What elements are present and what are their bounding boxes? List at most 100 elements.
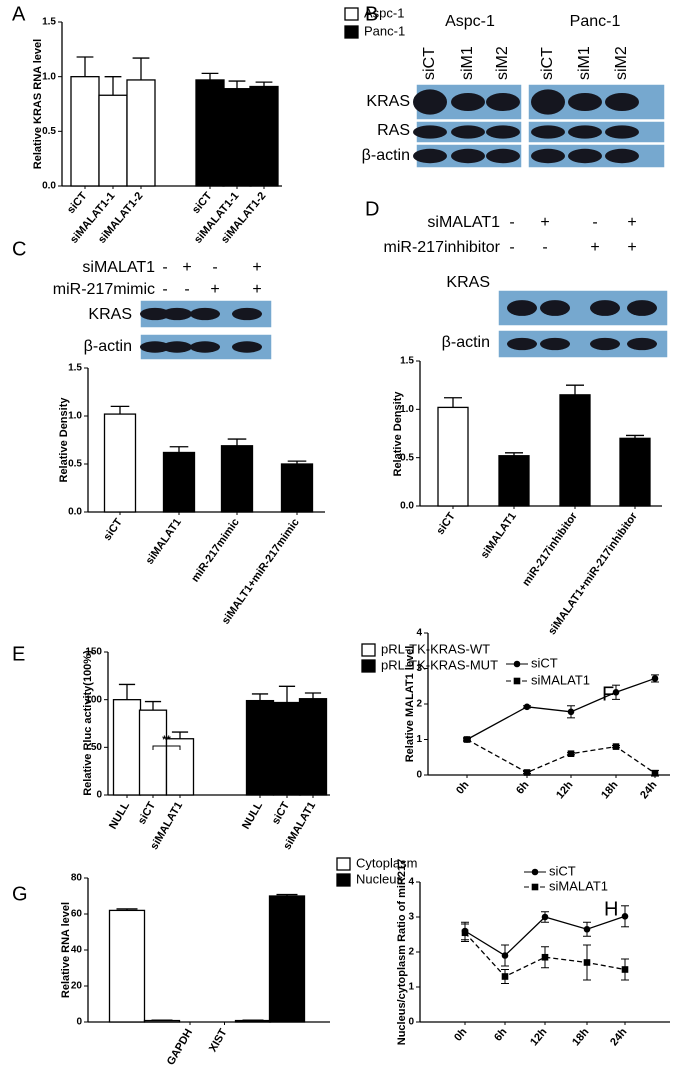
- y-tick-label: 150: [85, 647, 102, 658]
- panel-letter: E: [12, 643, 25, 665]
- y-tick-label: 4: [416, 628, 422, 639]
- band: [531, 125, 565, 139]
- y-axis-label: Relative Density: [392, 391, 404, 477]
- y-tick-label: 0.5: [68, 459, 82, 470]
- condition-label: siMALAT1: [82, 259, 155, 276]
- panel-letter: C: [12, 238, 26, 260]
- y-axis-label: Relative Rluc activity(100%): [82, 650, 94, 796]
- lane-label: siM1: [459, 46, 476, 80]
- x-tick-label: siMALAT1: [144, 517, 184, 567]
- x-tick-label: siMALAT1: [479, 511, 519, 561]
- legend-label: pRL-TK-KRAS-MUT: [381, 657, 498, 672]
- band: [507, 300, 537, 316]
- condition-label: miR-217mimic: [53, 281, 155, 298]
- y-tick-label: 0.5: [42, 126, 56, 137]
- marker: [463, 736, 471, 743]
- band: [486, 93, 520, 111]
- condition-label: miR-217inhibitor: [384, 239, 501, 256]
- x-tick-label: siCT: [270, 800, 292, 827]
- band: [540, 337, 570, 351]
- marker: [523, 703, 531, 711]
- lane-label: siM2: [494, 46, 511, 80]
- y-tick-label: 0.0: [400, 501, 414, 512]
- y-tick-label: 20: [71, 981, 83, 992]
- marker: [621, 913, 629, 920]
- y-tick-label: 50: [91, 742, 103, 753]
- y-tick-label: 80: [71, 873, 83, 884]
- legend-label: Cytoplasm: [356, 855, 417, 870]
- band: [605, 93, 639, 111]
- marker: [612, 688, 620, 696]
- y-tick-label: 1.5: [400, 356, 414, 367]
- lane-label: siCT: [421, 47, 438, 80]
- y-axis-label: Relative KRAS RNA level: [32, 39, 44, 169]
- y-axis-label: Relative RNA level: [60, 902, 72, 998]
- x-tick-label: NULL: [240, 800, 265, 832]
- band: [451, 125, 485, 139]
- bar: [162, 451, 196, 513]
- band: [232, 341, 262, 353]
- x-tick-label: 12h: [554, 779, 576, 801]
- legend-swatch: [344, 7, 359, 21]
- y-tick-label: 60: [71, 909, 83, 920]
- lane-label: siM1: [576, 46, 593, 80]
- band: [627, 300, 657, 316]
- legend-swatch: [336, 857, 351, 871]
- condition-sign: +: [590, 239, 599, 256]
- band: [590, 337, 620, 351]
- band: [590, 300, 620, 316]
- y-tick-label: 1.0: [68, 411, 82, 422]
- y-tick-label: 0.0: [68, 507, 82, 518]
- bar: [234, 1019, 272, 1023]
- condition-sign: +: [182, 259, 191, 276]
- y-tick-label: 1.5: [42, 17, 56, 28]
- row-label: KRAS: [446, 274, 490, 291]
- band: [627, 337, 657, 351]
- y-tick-label: 0: [408, 1017, 414, 1028]
- band: [140, 307, 170, 321]
- band: [486, 148, 520, 164]
- marker: [513, 660, 521, 668]
- lane-label: siM2: [613, 46, 630, 80]
- condition-sign: -: [162, 259, 167, 276]
- y-tick-label: 1: [416, 734, 422, 745]
- group-label: Aspc-1: [445, 13, 495, 30]
- panel-letter: G: [12, 883, 28, 905]
- row-label: KRAS: [88, 306, 132, 323]
- band: [413, 125, 447, 139]
- row-label: β-actin: [362, 147, 410, 164]
- x-tick-label: siCT: [65, 190, 90, 216]
- bar: [619, 437, 651, 507]
- condition-sign: -: [509, 239, 514, 256]
- band: [568, 93, 602, 111]
- bar: [220, 445, 254, 513]
- bar: [280, 463, 314, 513]
- row-label: KRAS: [366, 93, 410, 110]
- legend-swatch: [361, 643, 376, 657]
- band: [162, 307, 192, 321]
- y-tick-label: 0.5: [400, 452, 414, 463]
- condition-sign: +: [252, 259, 261, 276]
- bar: [103, 413, 137, 513]
- legend-swatch: [361, 659, 376, 673]
- y-tick-label: 1.0: [400, 404, 414, 415]
- panel-letter: H: [604, 898, 618, 920]
- band: [413, 148, 447, 164]
- row-label: β-actin: [442, 334, 490, 351]
- legend-swatch: [344, 25, 359, 39]
- bar: [559, 394, 591, 507]
- bar: [126, 79, 156, 187]
- y-axis-label: Relative MALAT1 level: [404, 646, 416, 763]
- y-tick-label: 3: [408, 912, 414, 923]
- row-label: RAS: [377, 122, 410, 139]
- legend-label: siMALAT1: [549, 878, 608, 893]
- band: [140, 341, 170, 353]
- x-tick-label: siCT: [434, 510, 458, 537]
- bar: [268, 895, 306, 1023]
- bar: [437, 406, 469, 507]
- x-tick-label: GAPDH: [165, 1027, 195, 1067]
- marker: [513, 677, 521, 685]
- marker: [541, 953, 549, 961]
- marker: [541, 913, 549, 921]
